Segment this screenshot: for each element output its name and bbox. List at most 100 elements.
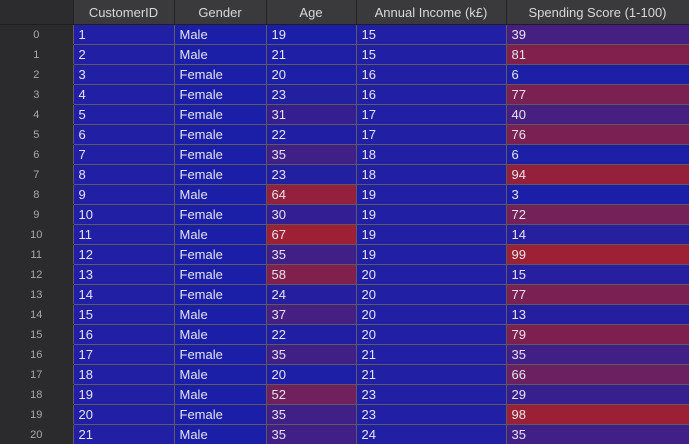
row-index[interactable]: 7 — [0, 164, 73, 185]
row-index[interactable]: 14 — [0, 304, 73, 325]
cell-spending-score[interactable]: 79 — [505, 324, 689, 345]
row-index[interactable]: 20 — [0, 424, 73, 444]
cell-customerid[interactable]: 13 — [72, 264, 175, 285]
column-header-spending-score[interactable]: Spending Score (1-100) — [506, 0, 689, 25]
cell-annual-income[interactable]: 19 — [355, 224, 507, 245]
cell-annual-income[interactable]: 16 — [355, 64, 507, 85]
cell-age[interactable]: 21 — [265, 44, 357, 65]
column-header-gender[interactable]: Gender — [174, 0, 267, 25]
cell-age[interactable]: 35 — [265, 404, 357, 425]
cell-customerid[interactable]: 10 — [72, 204, 175, 225]
cell-spending-score[interactable]: 15 — [505, 264, 689, 285]
table-row[interactable]: 17 18 Male 20 21 66 — [0, 364, 689, 385]
table-row[interactable]: 7 8 Female 23 18 94 — [0, 164, 689, 185]
cell-annual-income[interactable]: 19 — [355, 204, 507, 225]
cell-spending-score[interactable]: 98 — [505, 404, 689, 425]
cell-gender[interactable]: Female — [173, 84, 267, 105]
cell-gender[interactable]: Female — [173, 164, 267, 185]
cell-age[interactable]: 19 — [265, 24, 357, 45]
row-index[interactable]: 4 — [0, 104, 73, 125]
cell-customerid[interactable]: 5 — [72, 104, 175, 125]
cell-gender[interactable]: Male — [173, 304, 267, 325]
cell-annual-income[interactable]: 17 — [355, 104, 507, 125]
row-index[interactable]: 13 — [0, 284, 73, 305]
cell-age[interactable]: 31 — [265, 104, 357, 125]
table-row[interactable]: 8 9 Male 64 19 3 — [0, 184, 689, 205]
cell-annual-income[interactable]: 24 — [355, 424, 507, 444]
table-row[interactable]: 0 1 Male 19 15 39 — [0, 24, 689, 45]
cell-spending-score[interactable]: 35 — [505, 424, 689, 444]
table-row[interactable]: 12 13 Female 58 20 15 — [0, 264, 689, 285]
cell-spending-score[interactable]: 76 — [505, 124, 689, 145]
cell-customerid[interactable]: 7 — [72, 144, 175, 165]
cell-age[interactable]: 22 — [265, 124, 357, 145]
table-row[interactable]: 11 12 Female 35 19 99 — [0, 244, 689, 265]
cell-customerid[interactable]: 16 — [72, 324, 175, 345]
cell-age[interactable]: 37 — [265, 304, 357, 325]
cell-gender[interactable]: Female — [173, 344, 267, 365]
cell-age[interactable]: 58 — [265, 264, 357, 285]
cell-annual-income[interactable]: 17 — [355, 124, 507, 145]
cell-customerid[interactable]: 20 — [72, 404, 175, 425]
cell-age[interactable]: 20 — [265, 64, 357, 85]
cell-customerid[interactable]: 3 — [72, 64, 175, 85]
cell-annual-income[interactable]: 15 — [355, 44, 507, 65]
cell-annual-income[interactable]: 20 — [355, 284, 507, 305]
row-index[interactable]: 15 — [0, 324, 73, 345]
cell-annual-income[interactable]: 21 — [355, 364, 507, 385]
row-index[interactable]: 5 — [0, 124, 73, 145]
cell-annual-income[interactable]: 16 — [355, 84, 507, 105]
cell-annual-income[interactable]: 15 — [355, 24, 507, 45]
table-row[interactable]: 2 3 Female 20 16 6 — [0, 64, 689, 85]
cell-age[interactable]: 64 — [265, 184, 357, 205]
cell-age[interactable]: 35 — [265, 244, 357, 265]
cell-customerid[interactable]: 19 — [72, 384, 175, 405]
cell-gender[interactable]: Female — [173, 64, 267, 85]
cell-customerid[interactable]: 6 — [72, 124, 175, 145]
cell-annual-income[interactable]: 23 — [355, 404, 507, 425]
row-index[interactable]: 19 — [0, 404, 73, 425]
cell-spending-score[interactable]: 94 — [505, 164, 689, 185]
cell-gender[interactable]: Female — [173, 264, 267, 285]
cell-annual-income[interactable]: 19 — [355, 244, 507, 265]
table-row[interactable]: 4 5 Female 31 17 40 — [0, 104, 689, 125]
table-row[interactable]: 13 14 Female 24 20 77 — [0, 284, 689, 305]
cell-age[interactable]: 67 — [265, 224, 357, 245]
cell-age[interactable]: 35 — [265, 344, 357, 365]
table-row[interactable]: 20 21 Male 35 24 35 — [0, 424, 689, 444]
cell-spending-score[interactable]: 99 — [505, 244, 689, 265]
cell-spending-score[interactable]: 39 — [505, 24, 689, 45]
cell-annual-income[interactable]: 23 — [355, 384, 507, 405]
cell-age[interactable]: 23 — [265, 164, 357, 185]
column-header-annual-income[interactable]: Annual Income (k£) — [356, 0, 507, 25]
table-row[interactable]: 5 6 Female 22 17 76 — [0, 124, 689, 145]
cell-spending-score[interactable]: 14 — [505, 224, 689, 245]
cell-gender[interactable]: Female — [173, 404, 267, 425]
cell-gender[interactable]: Male — [173, 24, 267, 45]
table-row[interactable]: 6 7 Female 35 18 6 — [0, 144, 689, 165]
cell-age[interactable]: 24 — [265, 284, 357, 305]
cell-spending-score[interactable]: 29 — [505, 384, 689, 405]
cell-gender[interactable]: Female — [173, 244, 267, 265]
cell-annual-income[interactable]: 19 — [355, 184, 507, 205]
row-index[interactable]: 6 — [0, 144, 73, 165]
table-row[interactable]: 19 20 Female 35 23 98 — [0, 404, 689, 425]
cell-gender[interactable]: Female — [173, 284, 267, 305]
index-header[interactable] — [0, 0, 74, 25]
table-row[interactable]: 15 16 Male 22 20 79 — [0, 324, 689, 345]
cell-spending-score[interactable]: 35 — [505, 344, 689, 365]
cell-customerid[interactable]: 17 — [72, 344, 175, 365]
cell-customerid[interactable]: 11 — [72, 224, 175, 245]
cell-spending-score[interactable]: 3 — [505, 184, 689, 205]
row-index[interactable]: 18 — [0, 384, 73, 405]
cell-age[interactable]: 30 — [265, 204, 357, 225]
table-row[interactable]: 9 10 Female 30 19 72 — [0, 204, 689, 225]
cell-spending-score[interactable]: 72 — [505, 204, 689, 225]
cell-annual-income[interactable]: 20 — [355, 324, 507, 345]
cell-age[interactable]: 35 — [265, 424, 357, 444]
row-index[interactable]: 16 — [0, 344, 73, 365]
cell-gender[interactable]: Male — [173, 324, 267, 345]
cell-gender[interactable]: Male — [173, 224, 267, 245]
cell-customerid[interactable]: 18 — [72, 364, 175, 385]
cell-customerid[interactable]: 8 — [72, 164, 175, 185]
